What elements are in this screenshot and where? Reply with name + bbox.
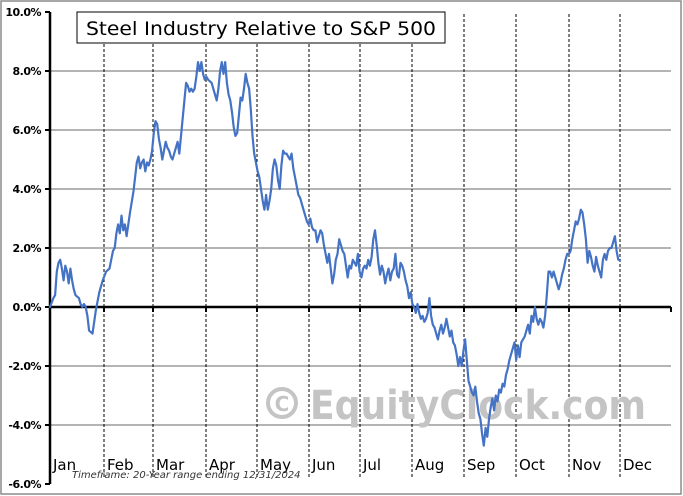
y-tick-label: -2.0%	[8, 360, 41, 373]
y-tick-label: 8.0%	[12, 65, 41, 78]
series-line	[48, 61, 622, 447]
month-label: Aug	[415, 456, 444, 474]
y-tick-label: 2.0%	[12, 242, 41, 255]
title-box: Steel Industry Relative to S&P 500	[76, 11, 446, 44]
chart-title: Steel Industry Relative to S&P 500	[86, 18, 436, 40]
y-tick-label: 0.0%	[12, 301, 41, 314]
month-label: Jul	[362, 456, 381, 474]
title-box-frame	[76, 11, 446, 44]
y-tick-label: -6.0%	[8, 478, 41, 491]
month-label: Nov	[572, 456, 601, 474]
month-label: Oct	[519, 456, 545, 474]
month-label: Mar	[156, 456, 185, 474]
month-divider-gridlines	[103, 14, 621, 478]
month-label: May	[260, 456, 291, 474]
month-label: Sep	[467, 456, 495, 474]
copyright-circle	[266, 387, 298, 419]
month-labels: Jan Feb Mar Apr May Jun Jul Aug Sep Oct Nov Dec	[52, 456, 652, 474]
y-tick-label: -4.0%	[8, 419, 41, 432]
month-label: Feb	[107, 456, 134, 474]
month-label: Dec	[623, 456, 652, 474]
axes	[45, 11, 672, 485]
y-tick-label: 4.0%	[12, 183, 41, 196]
month-label: Jun	[311, 456, 335, 474]
month-label: Apr	[209, 456, 236, 474]
y-tick-label: 6.0%	[12, 124, 41, 137]
month-label: Jan	[52, 456, 76, 474]
y-tick-label: 10.0%	[5, 6, 41, 19]
y-axis-tick-labels: 10.0% 8.0% 6.0% 4.0% 2.0% 0.0% -2.0% -4.0% -6.0%	[5, 6, 42, 491]
timeframe-annotation: Timeframe: 20-Year range ending 12/31/20…	[72, 470, 301, 481]
copyright-c: C	[275, 392, 290, 416]
watermark: C EquityClock.com	[266, 383, 646, 429]
